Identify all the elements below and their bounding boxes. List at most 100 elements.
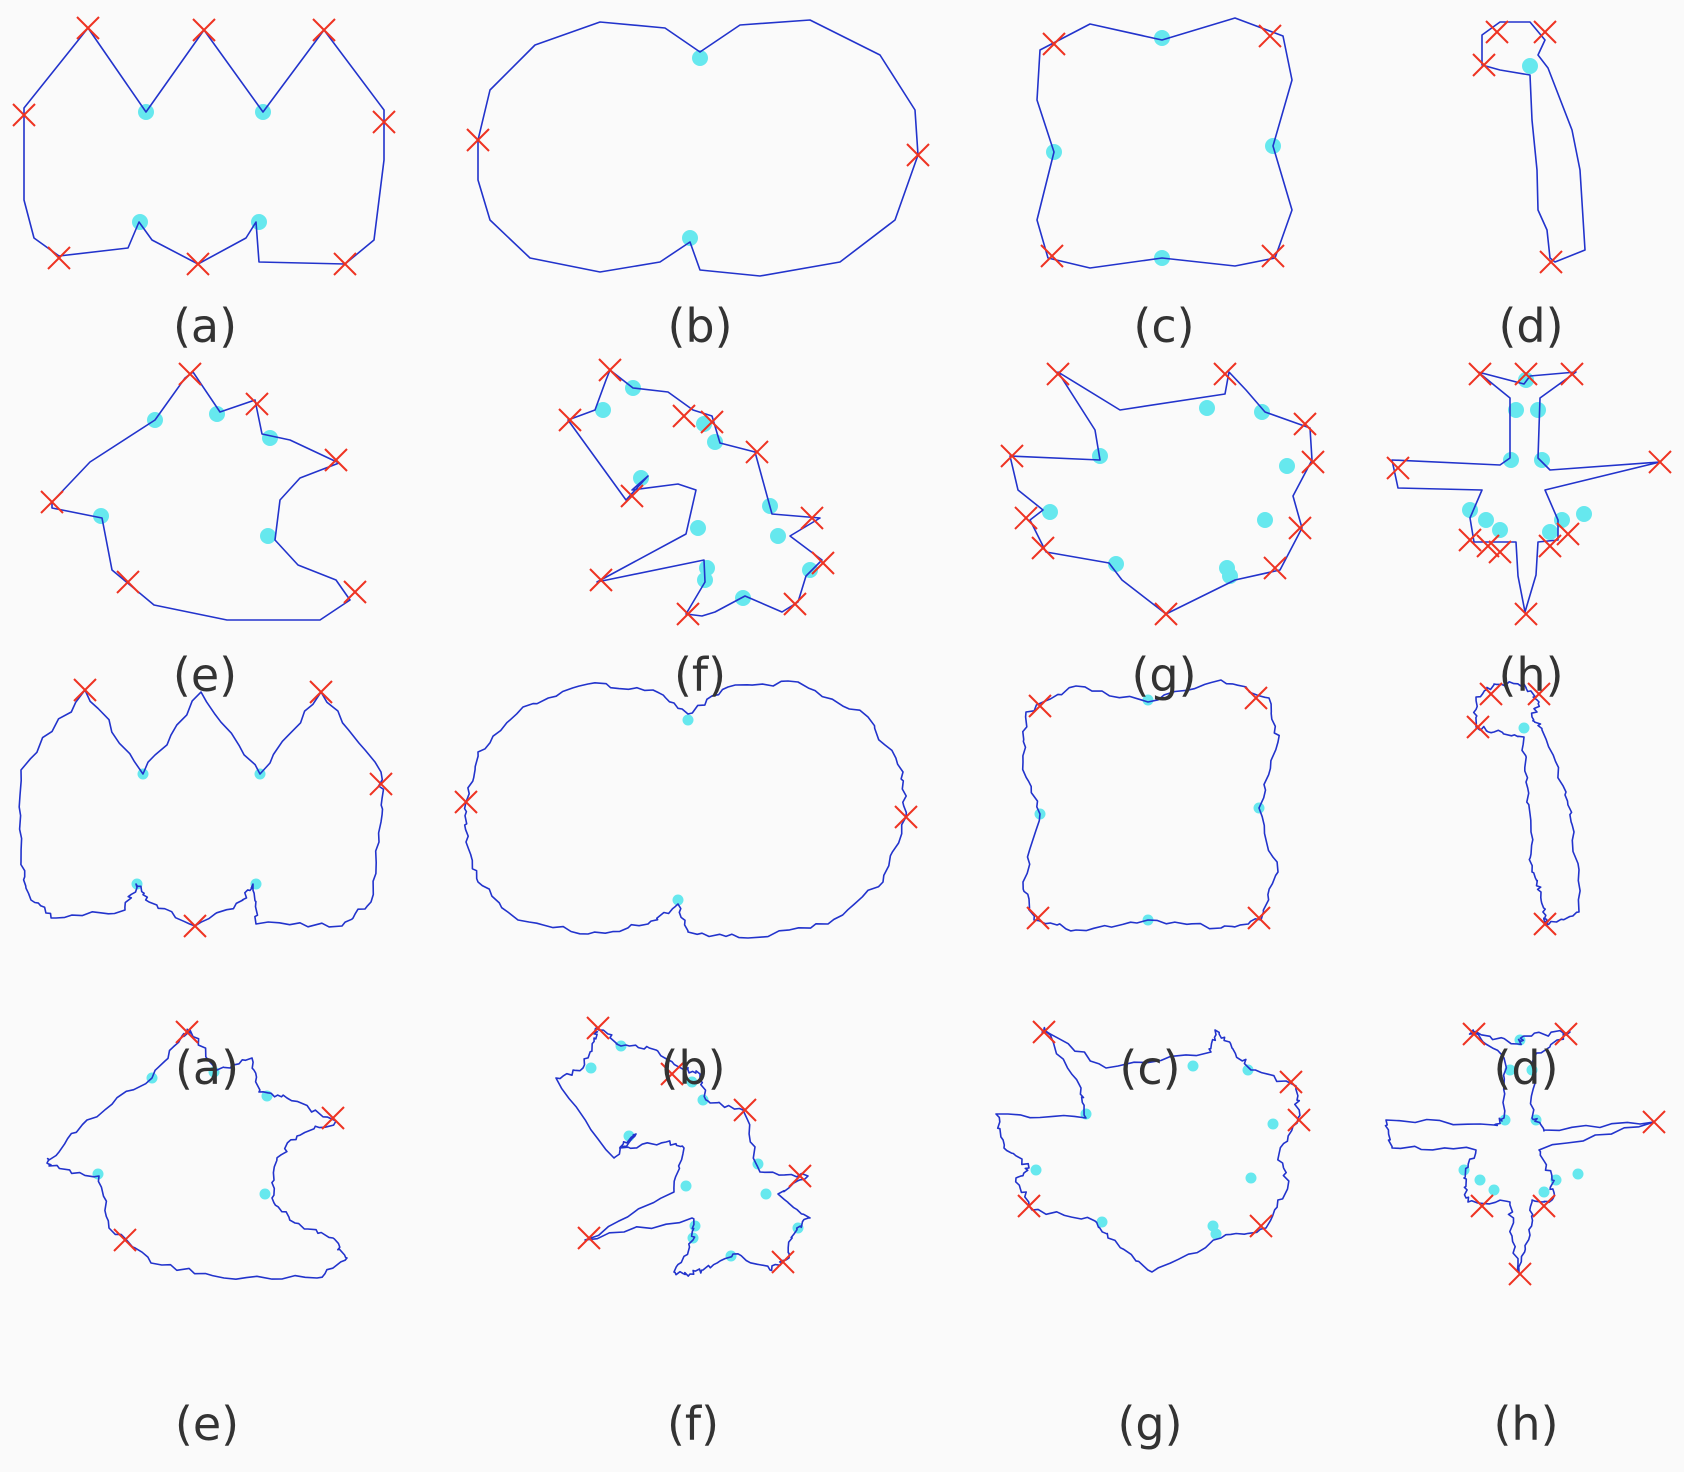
caption-row2-g: (g) [1117, 1397, 1183, 1451]
convex-cross-icon [73, 678, 97, 702]
convex-cross-icon [1485, 20, 1509, 44]
convex-cross-icon [113, 1228, 137, 1252]
concave-dot-icon [1522, 58, 1538, 74]
caption-row2-c: (c) [1119, 1041, 1181, 1095]
convex-cross-icon [1466, 715, 1490, 739]
panel-row1-e [40, 362, 367, 621]
caption-row1-a: (a) [172, 299, 238, 353]
convex-cross-icon [1458, 528, 1482, 552]
convex-cross-icon [1514, 362, 1538, 386]
convex-cross-icon [800, 506, 824, 530]
convex-cross-icon [1031, 536, 1055, 560]
contour-leaf [555, 1027, 811, 1277]
concave-dot-icon [1542, 524, 1558, 540]
convex-cross-icon [175, 1020, 199, 1044]
concave-dot-icon [1492, 522, 1508, 538]
convex-cross-icon [1263, 556, 1287, 580]
convex-cross-icon [676, 602, 700, 626]
convex-cross-icon [1560, 362, 1584, 386]
convex-cross-icon [178, 362, 202, 386]
convex-cross-icon [906, 143, 930, 167]
concave-dot-icon [1474, 1174, 1486, 1186]
convex-cross-icon [1533, 20, 1557, 44]
convex-cross-icon [12, 103, 36, 127]
convex-cross-icon [183, 914, 207, 938]
convex-cross-icon [1470, 1194, 1494, 1218]
convex-cross-icon [1000, 444, 1024, 468]
contour-peanut [463, 680, 908, 939]
convex-cross-icon [186, 252, 210, 276]
concave-dot-icon [699, 560, 715, 576]
convex-cross-icon [1533, 912, 1557, 936]
convex-cross-icon [1462, 1022, 1486, 1046]
convex-cross-icon [733, 1098, 757, 1122]
convex-cross-icon [1472, 53, 1496, 77]
concave-dot-icon [692, 50, 708, 66]
convex-cross-icon [1532, 1194, 1556, 1218]
convex-cross-icon [788, 1164, 812, 1188]
caption-row2-a: (a) [174, 1041, 240, 1095]
convex-cross-icon [1508, 1262, 1532, 1286]
convex-cross-icon [589, 568, 613, 592]
convex-cross-icon [1154, 602, 1178, 626]
convex-cross-icon [1046, 362, 1070, 386]
convex-cross-icon [76, 16, 100, 40]
concave-dot-icon [1538, 1186, 1550, 1198]
concave-dot-icon [696, 416, 712, 432]
convex-cross-icon [771, 1250, 795, 1274]
caption-row2-e: (e) [174, 1397, 240, 1451]
caption-row1-d: (d) [1498, 299, 1564, 353]
convex-cross-icon [1249, 1214, 1273, 1238]
concave-dot-icon [770, 528, 786, 544]
concave-dot-icon [689, 1220, 701, 1232]
concave-dot-icon [802, 562, 818, 578]
panel-row2-f [555, 1016, 812, 1277]
concave-dot-icon [1154, 30, 1170, 46]
concave-dot-icon [1534, 452, 1550, 468]
concave-dot-icon [1462, 502, 1478, 518]
convex-cross-icon [40, 490, 64, 514]
convex-cross-icon [1488, 540, 1512, 564]
concave-dot-icon [1267, 1118, 1279, 1130]
concave-dot-icon [1254, 404, 1270, 420]
convex-cross-icon [1042, 32, 1066, 56]
convex-cross-icon [745, 440, 769, 464]
convex-cross-icon [1287, 1108, 1311, 1132]
panel-row1-h [1386, 362, 1672, 626]
contour-blob [995, 1026, 1301, 1273]
convex-cross-icon [116, 570, 140, 594]
concave-dot-icon [1245, 1172, 1257, 1184]
concave-dot-icon [1210, 1228, 1222, 1240]
panel-row2-h [1384, 1022, 1666, 1286]
concave-dot-icon [682, 230, 698, 246]
convex-cross-icon [586, 1016, 610, 1040]
convex-cross-icon [577, 1226, 601, 1250]
concave-dot-icon [1199, 400, 1215, 416]
concave-dot-icon [1572, 1168, 1584, 1180]
panel-row1-f [558, 358, 835, 626]
concave-dot-icon [1257, 512, 1273, 528]
caption-row1-h: (h) [1498, 648, 1564, 702]
concave-dot-icon [251, 214, 267, 230]
concave-dot-icon [725, 1250, 737, 1262]
caption-row1-b: (b) [667, 299, 733, 353]
concave-dot-icon [1499, 1114, 1511, 1126]
convex-cross-icon [1258, 24, 1282, 48]
concave-dot-icon [687, 1232, 699, 1244]
contour-hook [1472, 681, 1581, 927]
concave-dot-icon [1503, 452, 1519, 468]
convex-cross-icon [1288, 516, 1312, 540]
concave-dot-icon [262, 430, 278, 446]
convex-cross-icon [454, 790, 478, 814]
contour-bird [51, 371, 351, 621]
caption-row1-e: (e) [172, 648, 238, 702]
convex-cross-icon [1479, 682, 1503, 706]
concave-dot-icon [93, 508, 109, 524]
convex-cross-icon [1247, 906, 1271, 930]
concave-dot-icon [1508, 402, 1524, 418]
convex-cross-icon [333, 252, 357, 276]
caption-row1-f: (f) [673, 648, 727, 702]
convex-cross-icon [811, 551, 835, 575]
caption-row2-h: (h) [1493, 1397, 1559, 1451]
